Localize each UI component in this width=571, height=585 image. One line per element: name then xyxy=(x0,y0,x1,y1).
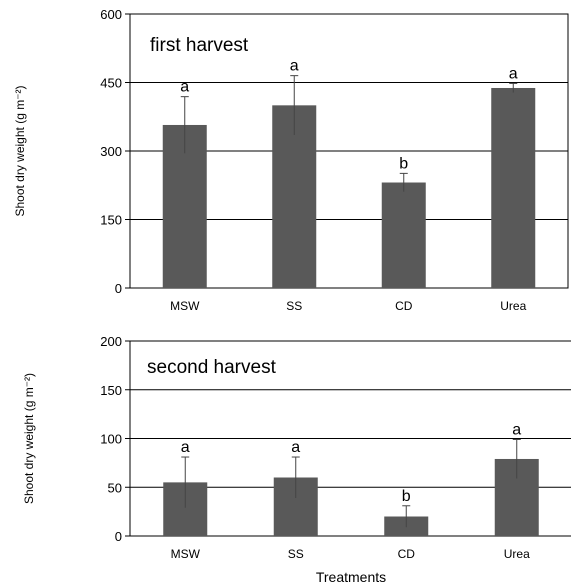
significance-letter: a xyxy=(512,421,521,438)
significance-letter: a xyxy=(180,79,189,96)
y-tick-label: 450 xyxy=(100,76,122,91)
bar xyxy=(491,87,536,288)
plot-frame xyxy=(129,13,569,289)
bar xyxy=(272,105,317,288)
category-label: MSW xyxy=(170,299,200,313)
panel-second-harvest: 0 50 100 150 200 a MSW a SS b CD a Urea second harves… xyxy=(22,334,571,585)
bar xyxy=(381,182,426,288)
significance-letter: b xyxy=(402,488,411,505)
category-label: SS xyxy=(288,547,304,561)
y-tick-label: 150 xyxy=(100,213,122,228)
y-tick-label: 300 xyxy=(100,144,122,159)
y-tick-label: 100 xyxy=(100,432,122,447)
significance-letter: a xyxy=(181,439,190,456)
significance-letter: b xyxy=(399,155,408,172)
significance-letter: a xyxy=(290,58,299,75)
y-tick-label: 0 xyxy=(115,529,122,544)
category-label: MSW xyxy=(171,547,201,561)
y-tick-label: 200 xyxy=(100,334,122,349)
category-label: SS xyxy=(286,299,302,313)
y-axis-label: Shoot dry weight (g m⁻²) xyxy=(22,373,36,504)
y-axis-label: Shoot dry weight (g m⁻²) xyxy=(13,85,27,216)
panel-title: second harvest xyxy=(147,357,277,378)
x-axis-label: Treatments xyxy=(316,569,386,585)
significance-letter: a xyxy=(291,439,300,456)
category-label: CD xyxy=(398,547,416,561)
y-tick-label: 600 xyxy=(100,7,122,22)
plot-frame xyxy=(129,340,571,537)
y-tick-label: 0 xyxy=(115,281,122,296)
significance-letter: a xyxy=(509,65,518,82)
y-tick-label: 150 xyxy=(100,383,122,398)
category-label: CD xyxy=(395,299,413,313)
category-label: Urea xyxy=(500,299,526,313)
category-label: Urea xyxy=(504,547,530,561)
panel-title: first harvest xyxy=(150,35,249,56)
y-tick-label: 50 xyxy=(108,480,122,495)
panel-first-harvest: 0 150 300 450 600 a MSW a SS b CD a Urea first harves… xyxy=(13,7,569,313)
